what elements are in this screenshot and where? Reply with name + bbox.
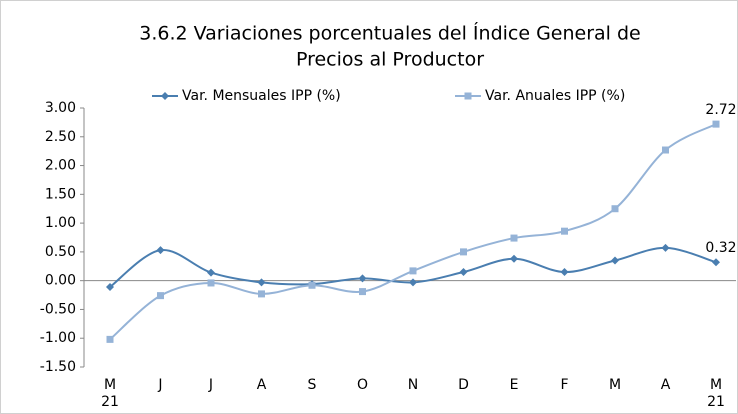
point bbox=[611, 256, 619, 265]
x-tick-label: M bbox=[609, 377, 621, 393]
y-tick-label: 1.50 bbox=[45, 186, 76, 202]
point bbox=[106, 282, 114, 291]
x-tick-label: J bbox=[208, 377, 213, 393]
x-tick-label: N bbox=[408, 377, 418, 393]
legend-label: Var. Mensuales IPP (%) bbox=[182, 88, 341, 104]
point bbox=[308, 281, 316, 289]
y-tick-label: 2.50 bbox=[45, 129, 76, 145]
point bbox=[207, 279, 215, 287]
point bbox=[409, 267, 417, 275]
point bbox=[358, 274, 367, 283]
x-tick-label: F bbox=[560, 377, 568, 393]
x-tick-label: J bbox=[157, 377, 162, 393]
y-tick-label: -0.50 bbox=[40, 301, 76, 317]
point bbox=[207, 268, 215, 277]
point bbox=[157, 292, 164, 300]
point bbox=[510, 234, 518, 242]
point bbox=[712, 258, 720, 267]
data-label: 0.32 bbox=[705, 240, 736, 256]
x-tick-label: M 21 bbox=[707, 377, 725, 410]
x-tick-label: M 21 bbox=[101, 377, 119, 410]
point bbox=[662, 146, 669, 154]
point bbox=[561, 227, 568, 235]
legend-marker bbox=[464, 92, 472, 100]
point bbox=[257, 278, 266, 287]
chart-title: 3.6.2 Variaciones porcentuales del Índic… bbox=[139, 22, 641, 45]
point bbox=[560, 268, 569, 277]
y-tick-label: 3.00 bbox=[45, 100, 76, 116]
x-tick-label: A bbox=[661, 377, 671, 393]
legend-marker bbox=[161, 92, 169, 100]
chart-title: Precios al Productor bbox=[296, 49, 484, 71]
x-tick-label: D bbox=[458, 377, 469, 393]
x-tick-label: O bbox=[357, 377, 368, 393]
point bbox=[460, 248, 467, 256]
legend-label: Var. Anuales IPP (%) bbox=[485, 88, 625, 104]
y-tick-label: 1.00 bbox=[45, 215, 76, 231]
x-tick-label: E bbox=[510, 377, 519, 393]
point bbox=[258, 290, 265, 298]
point bbox=[712, 120, 720, 128]
y-tick-label: -1.00 bbox=[40, 330, 76, 346]
point bbox=[156, 246, 165, 255]
point bbox=[106, 335, 114, 343]
point bbox=[409, 278, 417, 287]
point bbox=[359, 288, 366, 296]
point bbox=[611, 205, 619, 213]
y-tick-label: 2.00 bbox=[45, 158, 76, 174]
data-label: 2.72 bbox=[705, 102, 736, 118]
point bbox=[510, 254, 518, 263]
point bbox=[459, 268, 468, 277]
y-tick-label: -1.50 bbox=[40, 359, 76, 375]
x-tick-label: S bbox=[308, 377, 317, 393]
x-tick-label: A bbox=[257, 377, 267, 393]
y-tick-label: 0.00 bbox=[45, 273, 76, 289]
point bbox=[661, 243, 670, 252]
y-tick-label: 0.50 bbox=[45, 244, 76, 260]
